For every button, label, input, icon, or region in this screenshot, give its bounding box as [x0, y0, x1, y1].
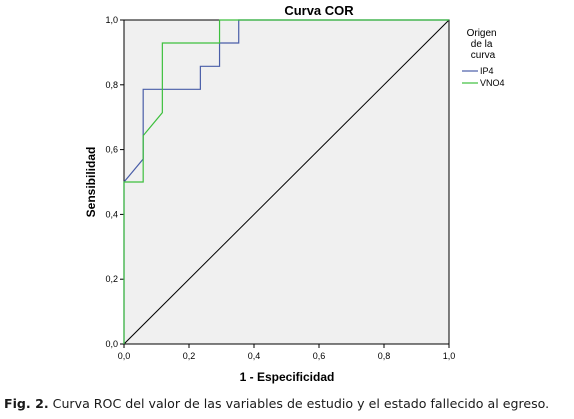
y-tick-label: 0,4 — [105, 209, 118, 219]
y-tick-label: 0,0 — [105, 339, 118, 349]
y-tick-label: 1,0 — [105, 15, 118, 25]
x-tick-label: 0,0 — [118, 351, 131, 361]
x-tick-label: 0,6 — [313, 351, 326, 361]
y-tick-label: 0,6 — [105, 145, 118, 155]
legend-title: Origen de la curva — [467, 28, 500, 61]
x-tick-label: 0,4 — [248, 351, 261, 361]
y-axis-label: Sensibilidad — [84, 147, 98, 218]
caption-text: Curva ROC del valor de las variables de … — [48, 396, 550, 411]
roc-chart: Curva COR 0,0 0,2 0,4 0,6 0,8 1,0 0,00,20,40,… — [84, 3, 505, 384]
x-axis-ticks: 0,0 0,2 0,4 0,6 0,8 1,0 — [118, 344, 456, 361]
reference-diagonal — [123, 19, 450, 345]
legend: Origen de la curva IP4 VNO4 — [462, 28, 505, 88]
figure-caption: Fig. 2. Curva ROC del valor de las varia… — [4, 396, 570, 411]
legend-label-vno4: VNO4 — [480, 78, 505, 88]
y-tick-label: 0,2 — [105, 274, 118, 284]
x-tick-label: 0,2 — [183, 351, 196, 361]
chart-title: Curva COR — [284, 3, 354, 18]
x-tick-label: 1,0 — [443, 351, 456, 361]
series-lines — [123, 19, 449, 344]
x-axis-label: 1 - Especificidad — [240, 370, 335, 384]
y-axis-ticks: 0,0 0,2 0,4 0,6 0,8 1,0 — [105, 15, 124, 349]
caption-label: Fig. 2. — [4, 396, 49, 411]
series-line-vno4 — [123, 19, 449, 344]
legend-label-ip4: IP4 — [480, 66, 494, 76]
x-tick-label: 0,8 — [378, 351, 391, 361]
y-tick-label: 0,8 — [105, 80, 118, 90]
series-line-ip4 — [123, 19, 449, 344]
